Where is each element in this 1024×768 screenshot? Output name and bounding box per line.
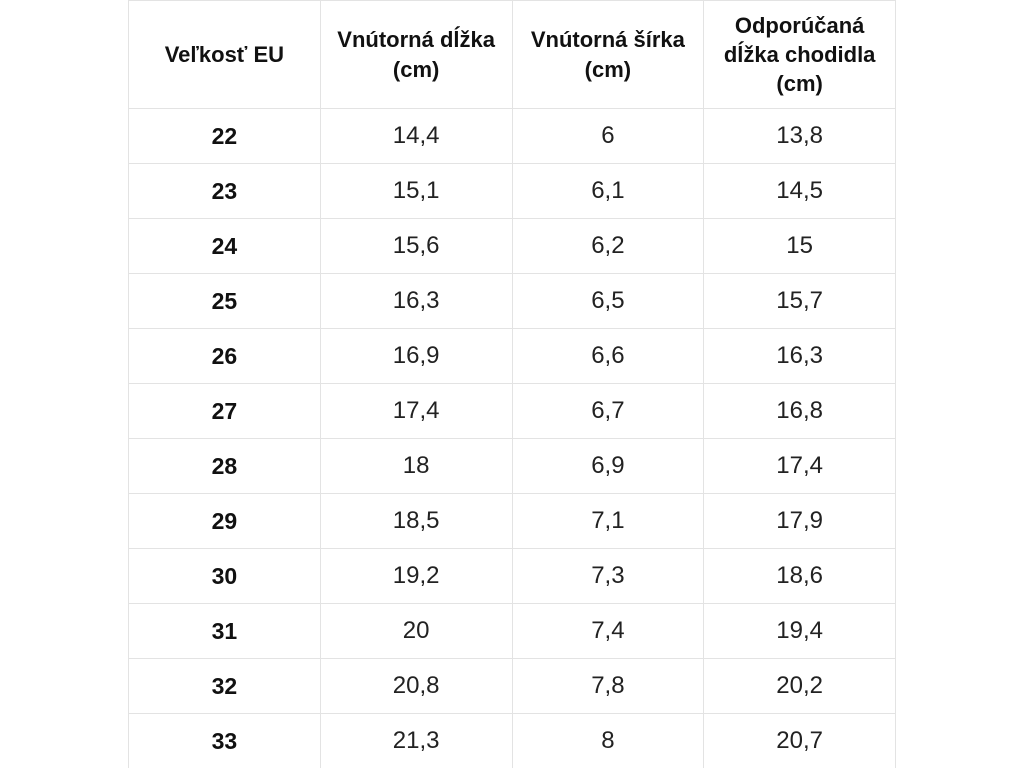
measurement-cell: 18,6 bbox=[703, 548, 896, 604]
measurement-cell: 19,4 bbox=[703, 603, 896, 659]
measurement-cell: 8 bbox=[511, 713, 705, 768]
header-size-eu: Veľkosť EU bbox=[128, 0, 321, 109]
measurement-cell: 17,9 bbox=[703, 493, 896, 549]
header-inner-width: Vnútorná šírka (cm) bbox=[511, 0, 705, 109]
size-table-header: Veľkosť EU Vnútorná dĺžka (cm) Vnútorná … bbox=[128, 0, 896, 109]
header-row: Veľkosť EU Vnútorná dĺžka (cm) Vnútorná … bbox=[128, 0, 896, 109]
measurement-cell: 19,2 bbox=[319, 548, 513, 604]
measurement-cell: 21,3 bbox=[319, 713, 513, 768]
table-row: 30 19,2 7,3 18,6 bbox=[128, 548, 896, 604]
header-recommended-length: Odporúčaná dĺžka chodidla (cm) bbox=[703, 0, 896, 109]
measurement-cell: 16,9 bbox=[319, 328, 513, 384]
table-row: 31 20 7,4 19,4 bbox=[128, 603, 896, 659]
measurement-cell: 15 bbox=[703, 218, 896, 274]
table-row: 28 18 6,9 17,4 bbox=[128, 438, 896, 494]
header-inner-length: Vnútorná dĺžka (cm) bbox=[319, 0, 513, 109]
table-row: 33 21,3 8 20,7 bbox=[128, 713, 896, 768]
measurement-cell: 6,2 bbox=[511, 218, 705, 274]
table-row: 27 17,4 6,7 16,8 bbox=[128, 383, 896, 439]
size-eu-cell: 33 bbox=[128, 713, 321, 768]
measurement-cell: 14,5 bbox=[703, 163, 896, 219]
measurement-cell: 6,9 bbox=[511, 438, 705, 494]
size-eu-cell: 22 bbox=[128, 108, 321, 164]
measurement-cell: 17,4 bbox=[703, 438, 896, 494]
measurement-cell: 16,3 bbox=[703, 328, 896, 384]
measurement-cell: 6,7 bbox=[511, 383, 705, 439]
measurement-cell: 15,7 bbox=[703, 273, 896, 329]
size-eu-cell: 31 bbox=[128, 603, 321, 659]
measurement-cell: 6,1 bbox=[511, 163, 705, 219]
table-row: 32 20,8 7,8 20,2 bbox=[128, 658, 896, 714]
table-row: 24 15,6 6,2 15 bbox=[128, 218, 896, 274]
size-eu-cell: 23 bbox=[128, 163, 321, 219]
measurement-cell: 16,3 bbox=[319, 273, 513, 329]
table-row: 29 18,5 7,1 17,9 bbox=[128, 493, 896, 549]
measurement-cell: 18 bbox=[319, 438, 513, 494]
size-table-body: 22 14,4 6 13,8 23 15,1 6,1 14,5 24 15,6 6,2 15 25 16,… bbox=[128, 108, 896, 768]
measurement-cell: 20,7 bbox=[703, 713, 896, 768]
size-eu-cell: 32 bbox=[128, 658, 321, 714]
table-row: 25 16,3 6,5 15,7 bbox=[128, 273, 896, 329]
table-row: 22 14,4 6 13,8 bbox=[128, 108, 896, 164]
table-row: 23 15,1 6,1 14,5 bbox=[128, 163, 896, 219]
measurement-cell: 7,1 bbox=[511, 493, 705, 549]
shoe-size-table: Veľkosť EU Vnútorná dĺžka (cm) Vnútorná … bbox=[128, 0, 896, 768]
size-eu-cell: 30 bbox=[128, 548, 321, 604]
size-eu-cell: 28 bbox=[128, 438, 321, 494]
measurement-cell: 16,8 bbox=[703, 383, 896, 439]
size-eu-cell: 27 bbox=[128, 383, 321, 439]
measurement-cell: 7,3 bbox=[511, 548, 705, 604]
measurement-cell: 20,2 bbox=[703, 658, 896, 714]
table-row: 26 16,9 6,6 16,3 bbox=[128, 328, 896, 384]
size-eu-cell: 24 bbox=[128, 218, 321, 274]
size-eu-cell: 29 bbox=[128, 493, 321, 549]
measurement-cell: 17,4 bbox=[319, 383, 513, 439]
size-eu-cell: 25 bbox=[128, 273, 321, 329]
size-eu-cell: 26 bbox=[128, 328, 321, 384]
measurement-cell: 7,8 bbox=[511, 658, 705, 714]
measurement-cell: 15,1 bbox=[319, 163, 513, 219]
measurement-cell: 15,6 bbox=[319, 218, 513, 274]
measurement-cell: 14,4 bbox=[319, 108, 513, 164]
measurement-cell: 6,5 bbox=[511, 273, 705, 329]
measurement-cell: 18,5 bbox=[319, 493, 513, 549]
measurement-cell: 13,8 bbox=[703, 108, 896, 164]
measurement-cell: 20 bbox=[319, 603, 513, 659]
measurement-cell: 6 bbox=[511, 108, 705, 164]
measurement-cell: 7,4 bbox=[511, 603, 705, 659]
measurement-cell: 6,6 bbox=[511, 328, 705, 384]
measurement-cell: 20,8 bbox=[319, 658, 513, 714]
